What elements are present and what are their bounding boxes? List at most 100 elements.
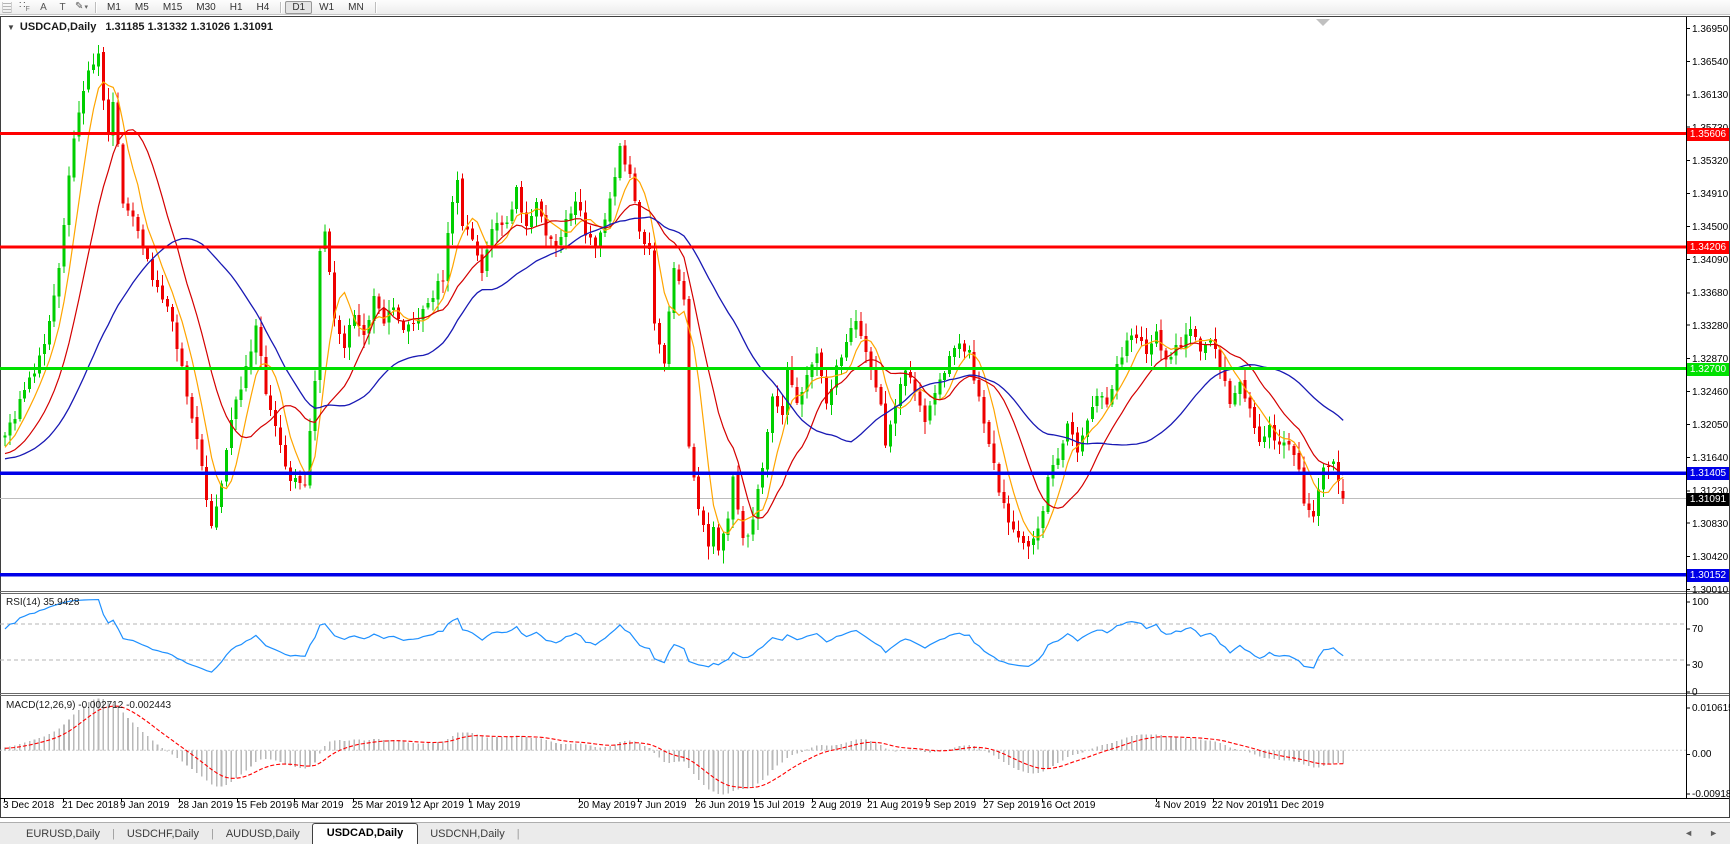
- candlestick-series: [3, 45, 1345, 564]
- level-price-tag: 1.32700: [1687, 362, 1729, 376]
- tab-separator: |: [210, 828, 214, 840]
- tab-separator: |: [516, 828, 520, 840]
- macd-histogram: [4, 698, 1345, 795]
- date-label: 6 Mar 2019: [293, 800, 344, 811]
- macd-indicator-values: -0.002712 -0.002443: [78, 700, 172, 711]
- date-label: 12 Apr 2019: [410, 800, 464, 811]
- rsi-label: RSI(14) 35.9428: [6, 597, 79, 608]
- rsi-indicator-value: 35.9428: [43, 597, 80, 608]
- tab-scroll-left-icon[interactable]: ◄: [1684, 828, 1694, 838]
- date-label: 20 May 2019: [578, 800, 636, 811]
- toolbar-separator: [374, 1, 376, 13]
- date-label: 9 Sep 2019: [925, 800, 977, 811]
- chart-shift-marker-icon: [1316, 19, 1330, 26]
- date-label: 22 Nov 2019: [1212, 800, 1269, 811]
- rsi-line: [4, 598, 1344, 673]
- date-label: 26 Jun 2019: [695, 800, 751, 811]
- price-tick-label: 1.33280: [1692, 320, 1729, 332]
- price-tick-label: 1.35320: [1692, 155, 1729, 167]
- date-label: 15 Jul 2019: [753, 800, 805, 811]
- date-label: 28 Jan 2019: [178, 800, 234, 811]
- tab-usdcad[interactable]: USDCAD,Daily: [311, 823, 419, 844]
- ma-fast-orange-line: [4, 81, 1344, 538]
- price-tick-label: 1.36950: [1692, 24, 1729, 35]
- tab-eurusd[interactable]: EURUSD,Daily: [26, 828, 100, 840]
- macd-label: MACD(12,26,9) -0.002712 -0.002443: [6, 700, 171, 711]
- timeframe-button-d1[interactable]: D1: [285, 0, 313, 14]
- timeframe-button-h4[interactable]: H4: [256, 1, 270, 13]
- tab-audusd[interactable]: AUDUSD,Daily: [225, 828, 300, 840]
- price-tick-label: 1.34500: [1692, 222, 1729, 234]
- timeframe-button-m1[interactable]: M1: [107, 1, 121, 13]
- tab-usdchf[interactable]: USDCHF,Daily: [126, 828, 199, 840]
- symbol-tab-bar: EURUSD,Daily | USDCHF,Daily | AUDUSD,Daily US…: [0, 822, 1730, 844]
- date-label: 1 May 2019: [468, 800, 521, 811]
- top-toolbar: ∷F A T ✎▾ M1 M5 M15 M30 H1 H4 D1 W1 MN: [0, 0, 1730, 15]
- price-tick-label: 1.32870: [1692, 353, 1729, 365]
- timeframe-button-m5[interactable]: M5: [134, 1, 149, 13]
- date-label: 7 Jun 2019: [637, 800, 687, 811]
- macd-signal-line: [4, 705, 1344, 789]
- date-label: 4 Nov 2019: [1155, 800, 1207, 811]
- tab-separator: |: [111, 828, 115, 840]
- rsi-tick-label: 70: [1692, 624, 1704, 635]
- level-price-tag: 1.30152: [1687, 568, 1729, 582]
- macd-tick-label: 0.00: [1692, 749, 1712, 761]
- date-label: 21 Dec 2018: [62, 800, 119, 811]
- rsi-tick-label: 0: [1692, 687, 1698, 698]
- timeframe-button-m15[interactable]: M15: [162, 1, 183, 13]
- date-label: 27 Sep 2019: [983, 800, 1040, 811]
- date-label: 15 Feb 2019: [236, 800, 293, 811]
- date-label: 11 Dec 2019: [1268, 800, 1324, 811]
- price-tick-label: 1.31230: [1692, 486, 1728, 497]
- date-label: 3 Dec 2018: [3, 800, 55, 811]
- collapse-chart-icon[interactable]: ▼: [7, 23, 15, 32]
- price-tick-label: 1.32460: [1692, 386, 1729, 398]
- date-label: 25 Mar 2019: [352, 800, 409, 811]
- price-tick-label: 1.36540: [1692, 57, 1729, 69]
- price-tick-label: 1.33680: [1692, 288, 1729, 300]
- macd-panel[interactable]: [0, 698, 1686, 797]
- level-price-tag: 1.35606: [1687, 127, 1729, 141]
- macd-indicator-name: MACD(12,26,9): [6, 700, 76, 711]
- rsi-panel[interactable]: [0, 596, 1686, 692]
- date-label: 2 Aug 2019: [811, 800, 862, 811]
- toolbar-grip-icon[interactable]: [2, 1, 12, 13]
- tab-usdcnh[interactable]: USDCNH,Daily: [430, 828, 505, 840]
- rsi-tick-label: 30: [1692, 660, 1704, 671]
- toolbar-separator: [280, 1, 282, 13]
- price-tick-label: 1.31640: [1692, 453, 1729, 465]
- timeframe-button-h1[interactable]: H1: [229, 1, 243, 13]
- price-tick-label: 1.32050: [1692, 420, 1729, 432]
- chart-ohlc-values: 1.31185 1.31332 1.31026 1.31091: [105, 21, 273, 33]
- timeframe-button-mn[interactable]: MN: [348, 1, 364, 13]
- chart-title: ▼ USDCAD,Daily 1.31185 1.31332 1.31026 1.3…: [7, 21, 273, 33]
- tab-scroll-arrows: ◄ ►: [1684, 828, 1718, 838]
- level-price-tag: 1.31405: [1687, 467, 1729, 481]
- chart-symbol-title: USDCAD,Daily: [19, 21, 97, 33]
- level-price-tag: 1.34206: [1687, 240, 1729, 254]
- price-tick-label: 1.30420: [1692, 551, 1729, 563]
- rsi-indicator-name: RSI(14): [6, 597, 41, 608]
- price-tick-label: 1.34090: [1692, 255, 1729, 267]
- ma-slow-blue-line: [4, 216, 1344, 460]
- toolbar-separator: [95, 1, 96, 13]
- date-label: 21 Aug 2019: [867, 800, 924, 811]
- price-tick-label: 1.30830: [1692, 518, 1729, 530]
- tab-scroll-right-icon[interactable]: ►: [1709, 828, 1718, 838]
- bid-price-tag: 1.31091: [1687, 492, 1729, 506]
- main-price-panel[interactable]: [0, 17, 1686, 591]
- timeframe-button-w1[interactable]: W1: [319, 1, 335, 13]
- letter-a-icon[interactable]: A: [40, 1, 47, 13]
- price-tick-label: 1.34910: [1692, 188, 1729, 200]
- rsi-tick-label: 100: [1692, 597, 1709, 608]
- timeframe-button-m30[interactable]: M30: [196, 1, 216, 13]
- chart-grid-f-icon[interactable]: ∷F: [19, 0, 30, 13]
- text-tool-icon[interactable]: T: [59, 1, 66, 13]
- price-tick-label: 1.30010: [1692, 584, 1729, 596]
- date-label: 9 Jan 2019: [120, 800, 170, 811]
- date-label: 16 Oct 2019: [1041, 800, 1096, 811]
- drawing-tool-icon[interactable]: ✎▾: [75, 1, 88, 12]
- ma-mid-red-line: [4, 129, 1344, 519]
